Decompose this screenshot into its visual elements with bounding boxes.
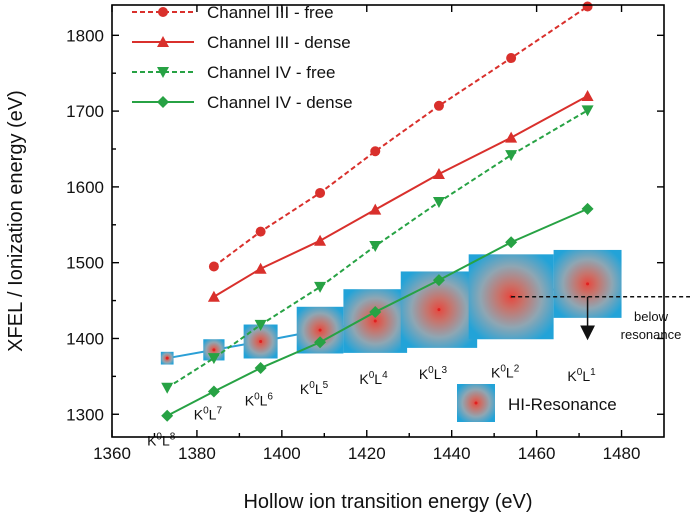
resonance-center [586, 282, 590, 286]
legend-item-resonance: HI-Resonance [457, 384, 617, 422]
resonance-marker [203, 339, 225, 361]
data-point [254, 319, 267, 331]
data-point [207, 385, 220, 398]
data-point [433, 100, 444, 111]
x-tick-label: 1440 [433, 444, 471, 463]
resonance-marker [343, 289, 408, 353]
data-point [370, 146, 381, 157]
y-tick-label: 1800 [66, 26, 104, 45]
data-point [506, 53, 517, 64]
series-2 [161, 105, 594, 394]
data-point [161, 382, 174, 394]
data-point [432, 168, 445, 180]
data-point [254, 262, 267, 274]
series-layer [161, 1, 594, 422]
resonance-layer: K0L8 K0L7 K0L6 K0L5 K0L4 K0L3 K0L2 K0L1 [147, 249, 622, 448]
data-point [581, 89, 594, 101]
x-tick-label: 1420 [348, 444, 386, 463]
legend-resonance-center [474, 401, 478, 405]
data-point [369, 203, 382, 215]
legend-item: Channel IV - dense [132, 93, 353, 112]
annotation-text-1: below [634, 309, 669, 324]
resonance-center [212, 348, 216, 352]
resonance-marker [160, 351, 174, 365]
legend-item: Channel IV - free [132, 63, 336, 82]
transition-label: K0L7 [194, 406, 223, 423]
series-0 [208, 1, 593, 272]
data-point [314, 281, 327, 293]
y-tick-label: 1700 [66, 102, 104, 121]
data-point [505, 150, 518, 162]
transition-label: K0L2 [491, 363, 520, 380]
data-point [207, 290, 220, 302]
data-point [432, 197, 445, 209]
data-point [207, 353, 220, 365]
x-tick-label: 1400 [263, 444, 301, 463]
plot-frame [111, 4, 665, 438]
data-point [254, 362, 267, 375]
axes-layer: 1360 1380 1400 1420 1440 1460 1480 1300 1400 1500… [66, 4, 665, 463]
x-tick-label: 1460 [518, 444, 556, 463]
legend: Channel III - free Channel III - dense Cha… [132, 3, 617, 422]
data-point [255, 226, 266, 237]
transition-label: K0L3 [419, 365, 448, 382]
data-point [315, 187, 326, 198]
legend-label: Channel IV - free [207, 63, 336, 82]
transition-label: K0L8 [147, 431, 176, 448]
y-axis-title: XFEL / Ionization energy (eV) [5, 90, 27, 352]
y-tick-label: 1500 [66, 254, 104, 273]
data-point [581, 202, 594, 215]
legend-marker [157, 96, 169, 108]
legend-label: Channel III - free [207, 3, 334, 22]
data-point [369, 305, 382, 318]
resonance-center [165, 356, 169, 360]
transition-label: K0L6 [245, 391, 274, 408]
data-point [369, 241, 382, 253]
y-tick-label: 1300 [66, 405, 104, 424]
series-line [166, 207, 588, 417]
series-1 [207, 89, 594, 302]
legend-item: Channel III - free [132, 3, 334, 22]
data-point [314, 336, 327, 349]
y-tick-label: 1600 [66, 178, 104, 197]
legend-label: Channel IV - dense [207, 93, 353, 112]
x-tick-label: 1360 [93, 444, 131, 463]
legend-label: Channel III - dense [207, 33, 351, 52]
series-line [166, 109, 589, 389]
resonance-center [373, 319, 377, 323]
legend-marker [157, 36, 169, 47]
data-point [581, 105, 594, 117]
resonance-center [437, 308, 441, 312]
data-point [432, 274, 445, 287]
annotation-text-2: resonance [621, 327, 682, 342]
legend-marker [157, 67, 169, 78]
transition-label: K0L5 [300, 380, 329, 397]
resonance-center [318, 328, 322, 332]
data-point [505, 131, 518, 143]
transition-label: K0L1 [567, 367, 596, 384]
data-point [505, 236, 518, 249]
annotation-layer: below resonance [511, 296, 690, 342]
resonance-center [259, 340, 263, 344]
x-tick-label: 1380 [178, 444, 216, 463]
series-3 [161, 202, 594, 422]
x-axis-title: Hollow ion transition energy (eV) [243, 491, 532, 513]
data-point [161, 409, 174, 422]
data-point [208, 261, 219, 272]
data-point [314, 234, 327, 246]
y-tick-label: 1400 [66, 329, 104, 348]
legend-marker [158, 7, 168, 17]
x-tick-label: 1480 [603, 444, 641, 463]
legend-resonance-label: HI-Resonance [508, 395, 617, 414]
transition-label: K0L4 [359, 370, 388, 387]
legend-item: Channel III - dense [132, 33, 351, 52]
data-point [582, 1, 593, 12]
